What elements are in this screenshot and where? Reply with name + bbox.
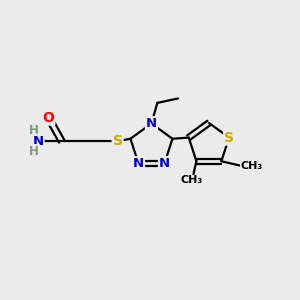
Text: S: S [112,134,123,148]
Text: S: S [224,130,234,145]
Text: N: N [159,157,170,170]
Text: N: N [32,135,44,148]
Text: CH₃: CH₃ [181,176,203,185]
Text: H: H [29,124,39,137]
Text: N: N [146,117,157,130]
Text: N: N [133,157,144,170]
Text: O: O [43,111,54,124]
Text: H: H [29,145,39,158]
Text: CH₃: CH₃ [241,161,263,171]
